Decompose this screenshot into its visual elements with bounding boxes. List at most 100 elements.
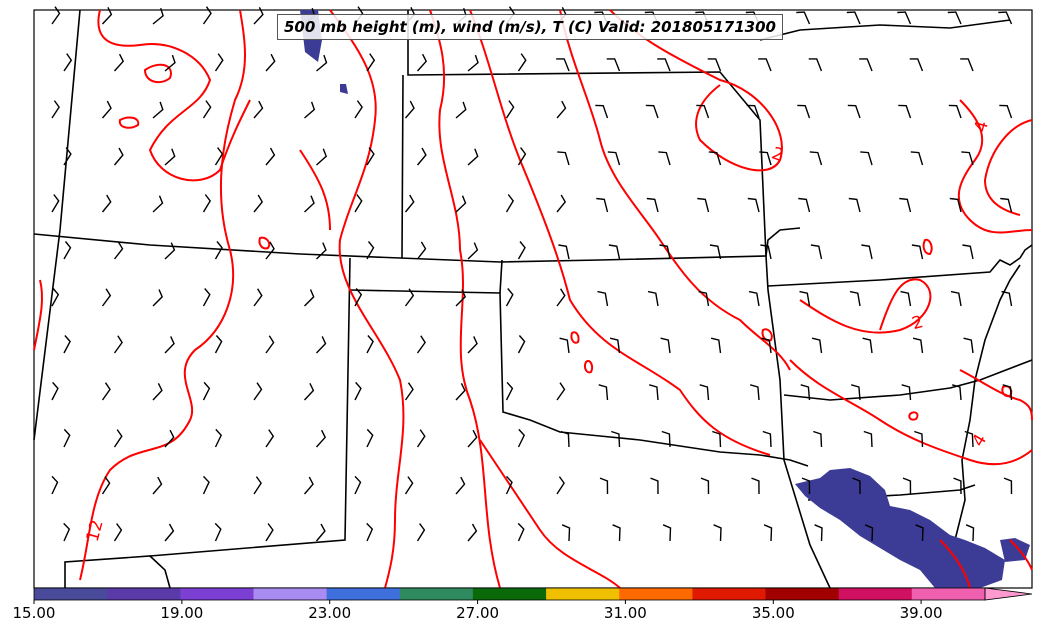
wind-barb [859, 58, 873, 72]
wind-barb [152, 289, 164, 307]
wind-barb [253, 382, 263, 401]
wind-barb [51, 381, 59, 401]
wind-barb [455, 382, 466, 401]
wind-barb [598, 384, 609, 401]
wind-barb [101, 288, 112, 307]
colorbar-swatch [765, 588, 840, 600]
wind-barb [265, 429, 275, 448]
wind-barb [798, 197, 811, 213]
wind-barb [961, 151, 974, 166]
colorbar-tick-label: 31.00 [603, 604, 647, 622]
wind-barb [303, 382, 315, 401]
wind-barb [713, 524, 722, 542]
wind-barb [559, 337, 570, 354]
wind-barb [1003, 477, 1013, 495]
wind-barb [556, 382, 566, 401]
wind-barb [1001, 290, 1013, 307]
wind-barb [101, 476, 111, 495]
wind-barb [113, 335, 123, 354]
wind-barb [650, 477, 659, 495]
wind-barb [606, 58, 621, 72]
wind-barb [467, 242, 479, 260]
wind-barb [758, 58, 772, 72]
wind-barb [910, 151, 924, 166]
wind-barb [505, 475, 513, 495]
wind-barb [560, 430, 570, 448]
colorbar-swatch [34, 588, 108, 600]
colorbar-extend-arrow [984, 587, 1033, 601]
wind-barb [113, 147, 124, 166]
wind-barb [848, 197, 861, 213]
wind-barb [645, 104, 659, 119]
wind-barb [366, 241, 375, 260]
colorbar-swatch [180, 588, 254, 600]
wind-barb [811, 337, 823, 354]
contour-label: 4 [971, 119, 993, 135]
wind-barb [751, 477, 760, 495]
wind-barb [164, 429, 175, 448]
wind-barb [796, 11, 811, 25]
wind-barb [467, 523, 478, 542]
wind-barb [599, 477, 609, 495]
wind-barb [914, 430, 924, 448]
wind-barb [202, 381, 211, 401]
colorbar-swatch [326, 588, 401, 600]
wind-barb [164, 523, 175, 542]
wind-barb [607, 151, 621, 166]
wind-barb [265, 335, 275, 354]
colorbar-swatch [253, 588, 328, 600]
wind-barb [505, 100, 515, 119]
wind-barb [517, 335, 526, 354]
wind-barb [657, 58, 671, 72]
wind-barb [746, 104, 760, 119]
wind-barb [202, 475, 210, 495]
wind-barb [863, 430, 873, 448]
wind-barb [864, 524, 874, 542]
wind-barb [354, 381, 362, 401]
wind-barb [265, 241, 275, 260]
wind-barb [699, 384, 710, 401]
wind-barb [517, 241, 526, 260]
wind-barb [63, 241, 72, 260]
wind-barb [51, 6, 61, 25]
wind-barb [315, 523, 326, 542]
wind-barb [647, 290, 659, 307]
wind-barb [912, 337, 924, 354]
wind-barb [113, 53, 125, 72]
wind-barb [799, 290, 811, 307]
wind-barb [253, 288, 263, 307]
wind-barb [467, 54, 479, 72]
wind-barb [366, 522, 374, 542]
wind-barb [952, 384, 962, 401]
wind-barb [846, 11, 861, 25]
wind-barb [202, 6, 212, 25]
wind-barb [860, 151, 873, 166]
wind-barb [63, 53, 73, 72]
wind-barb [152, 195, 164, 213]
wind-barb [915, 524, 924, 542]
wind-barb [947, 11, 962, 25]
wind-barbs [51, 6, 1013, 542]
colorbar-tick-label: 23.00 [308, 604, 352, 622]
colorbar [33, 587, 1033, 604]
wind-barb [404, 476, 414, 495]
wind-barb [316, 54, 328, 72]
wind-barb [467, 429, 478, 448]
wind-barb [911, 244, 924, 260]
wind-barb [303, 476, 314, 495]
wind-barb [696, 104, 710, 119]
wind-barb [202, 100, 212, 119]
wind-barb [897, 11, 912, 25]
wind-barb [404, 288, 415, 307]
wind-barb [748, 290, 760, 307]
wind-barb [898, 104, 912, 119]
wind-barb [316, 242, 327, 260]
wind-barb [960, 58, 974, 72]
wind-barb [214, 147, 224, 166]
wind-barb [265, 53, 276, 72]
wind-barb [649, 384, 659, 401]
wind-barb [646, 197, 659, 213]
wind-barb [556, 288, 566, 307]
wind-barb [596, 197, 609, 213]
wind-barb [366, 335, 374, 354]
